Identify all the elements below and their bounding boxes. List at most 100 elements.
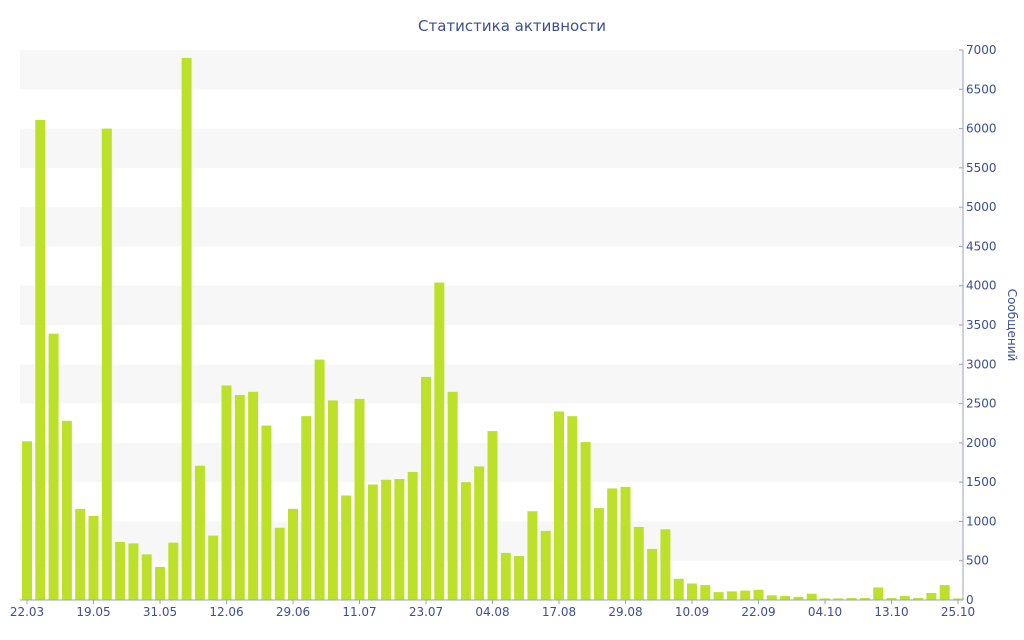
bar bbox=[88, 515, 99, 600]
y-tick-label: 5500 bbox=[966, 161, 997, 175]
y-axis: 0 500 1000 1500 2000 2500 3000 3500 4000 4500 5000… bbox=[959, 43, 997, 607]
bar bbox=[913, 598, 924, 600]
bar bbox=[447, 391, 458, 600]
bar bbox=[647, 548, 658, 600]
grid-band bbox=[20, 128, 963, 168]
bar bbox=[580, 442, 591, 600]
bar bbox=[899, 596, 910, 600]
bar bbox=[660, 529, 671, 600]
bar bbox=[434, 282, 445, 600]
bar bbox=[939, 585, 950, 600]
x-tick-label: 22.03 bbox=[10, 605, 44, 619]
x-tick-label: 22.09 bbox=[741, 605, 775, 619]
grid-band bbox=[20, 50, 963, 90]
bar bbox=[460, 482, 471, 600]
bar bbox=[514, 556, 525, 600]
bar bbox=[115, 541, 126, 600]
y-tick-label: 500 bbox=[966, 554, 989, 568]
bar bbox=[527, 511, 538, 600]
y-tick-label: 1000 bbox=[966, 514, 997, 528]
bar bbox=[766, 595, 777, 600]
bar bbox=[354, 398, 365, 600]
bar bbox=[700, 585, 711, 600]
y-tick-label: 6000 bbox=[966, 122, 997, 136]
bar bbox=[61, 420, 72, 600]
bar bbox=[567, 416, 578, 600]
bar-series bbox=[22, 57, 963, 601]
bar bbox=[780, 596, 791, 600]
bar bbox=[194, 465, 205, 600]
bar bbox=[381, 479, 392, 600]
bar bbox=[75, 508, 86, 600]
grid-band bbox=[20, 364, 963, 404]
y-tick-label: 7000 bbox=[966, 43, 997, 57]
bar bbox=[873, 587, 884, 600]
chart-title: Статистика активности bbox=[418, 17, 606, 35]
bar bbox=[141, 554, 152, 600]
x-tick-label: 17.08 bbox=[542, 605, 576, 619]
bar bbox=[367, 484, 378, 600]
bar bbox=[673, 578, 684, 600]
y-tick-label: 5000 bbox=[966, 200, 997, 214]
bar bbox=[181, 57, 192, 601]
x-tick-label: 04.10 bbox=[808, 605, 842, 619]
bar bbox=[793, 596, 804, 600]
bar bbox=[713, 592, 724, 600]
bar bbox=[168, 542, 179, 600]
bar bbox=[394, 479, 405, 600]
bar bbox=[474, 466, 485, 600]
x-tick-label: 25.10 bbox=[941, 605, 975, 619]
bar bbox=[593, 508, 604, 600]
y-tick-label: 2500 bbox=[966, 397, 997, 411]
x-tick-label: 29.06 bbox=[276, 605, 310, 619]
x-tick-label: 23.07 bbox=[409, 605, 443, 619]
bar bbox=[261, 425, 272, 600]
y-tick-label: 1500 bbox=[966, 475, 997, 489]
grid-band bbox=[20, 285, 963, 325]
x-axis: 22.03 19.05 31.05 12.06 29.06 11.07 23.07 04.08… bbox=[10, 599, 975, 619]
y-tick-label: 3000 bbox=[966, 357, 997, 371]
x-tick-label: 10.09 bbox=[675, 605, 709, 619]
bar bbox=[301, 416, 312, 600]
x-tick-label: 31.05 bbox=[143, 605, 177, 619]
x-tick-label: 12.06 bbox=[209, 605, 243, 619]
bar bbox=[607, 488, 618, 600]
x-tick-label: 04.08 bbox=[475, 605, 509, 619]
bar bbox=[633, 526, 644, 600]
y-tick-label: 4000 bbox=[966, 279, 997, 293]
bar bbox=[208, 535, 219, 600]
x-tick-label: 19.05 bbox=[76, 605, 110, 619]
bar bbox=[48, 333, 59, 600]
y-tick-label: 2000 bbox=[966, 436, 997, 450]
bar bbox=[540, 530, 551, 600]
x-tick-label: 29.08 bbox=[608, 605, 642, 619]
bar bbox=[953, 598, 963, 600]
x-tick-label: 11.07 bbox=[342, 605, 376, 619]
bar bbox=[327, 400, 338, 600]
bar bbox=[155, 567, 165, 600]
bar bbox=[407, 471, 418, 600]
bar bbox=[820, 598, 830, 600]
bar bbox=[274, 527, 285, 600]
grid-band bbox=[20, 207, 963, 247]
background-bands bbox=[20, 50, 963, 561]
bar bbox=[806, 593, 817, 600]
bar bbox=[22, 441, 32, 600]
bar bbox=[500, 552, 511, 600]
bar bbox=[859, 598, 870, 600]
bar bbox=[726, 591, 737, 600]
bar bbox=[421, 376, 431, 600]
bar bbox=[687, 583, 697, 600]
bar bbox=[248, 391, 259, 600]
bar bbox=[221, 385, 232, 600]
bar bbox=[833, 598, 844, 600]
bar bbox=[234, 394, 245, 600]
bar bbox=[101, 128, 112, 601]
x-tick-label: 13.10 bbox=[874, 605, 908, 619]
y-tick-label: 3500 bbox=[966, 318, 997, 332]
bar bbox=[554, 411, 564, 600]
y-tick-label: 4500 bbox=[966, 239, 997, 253]
bar bbox=[620, 486, 631, 600]
bar bbox=[487, 431, 498, 600]
